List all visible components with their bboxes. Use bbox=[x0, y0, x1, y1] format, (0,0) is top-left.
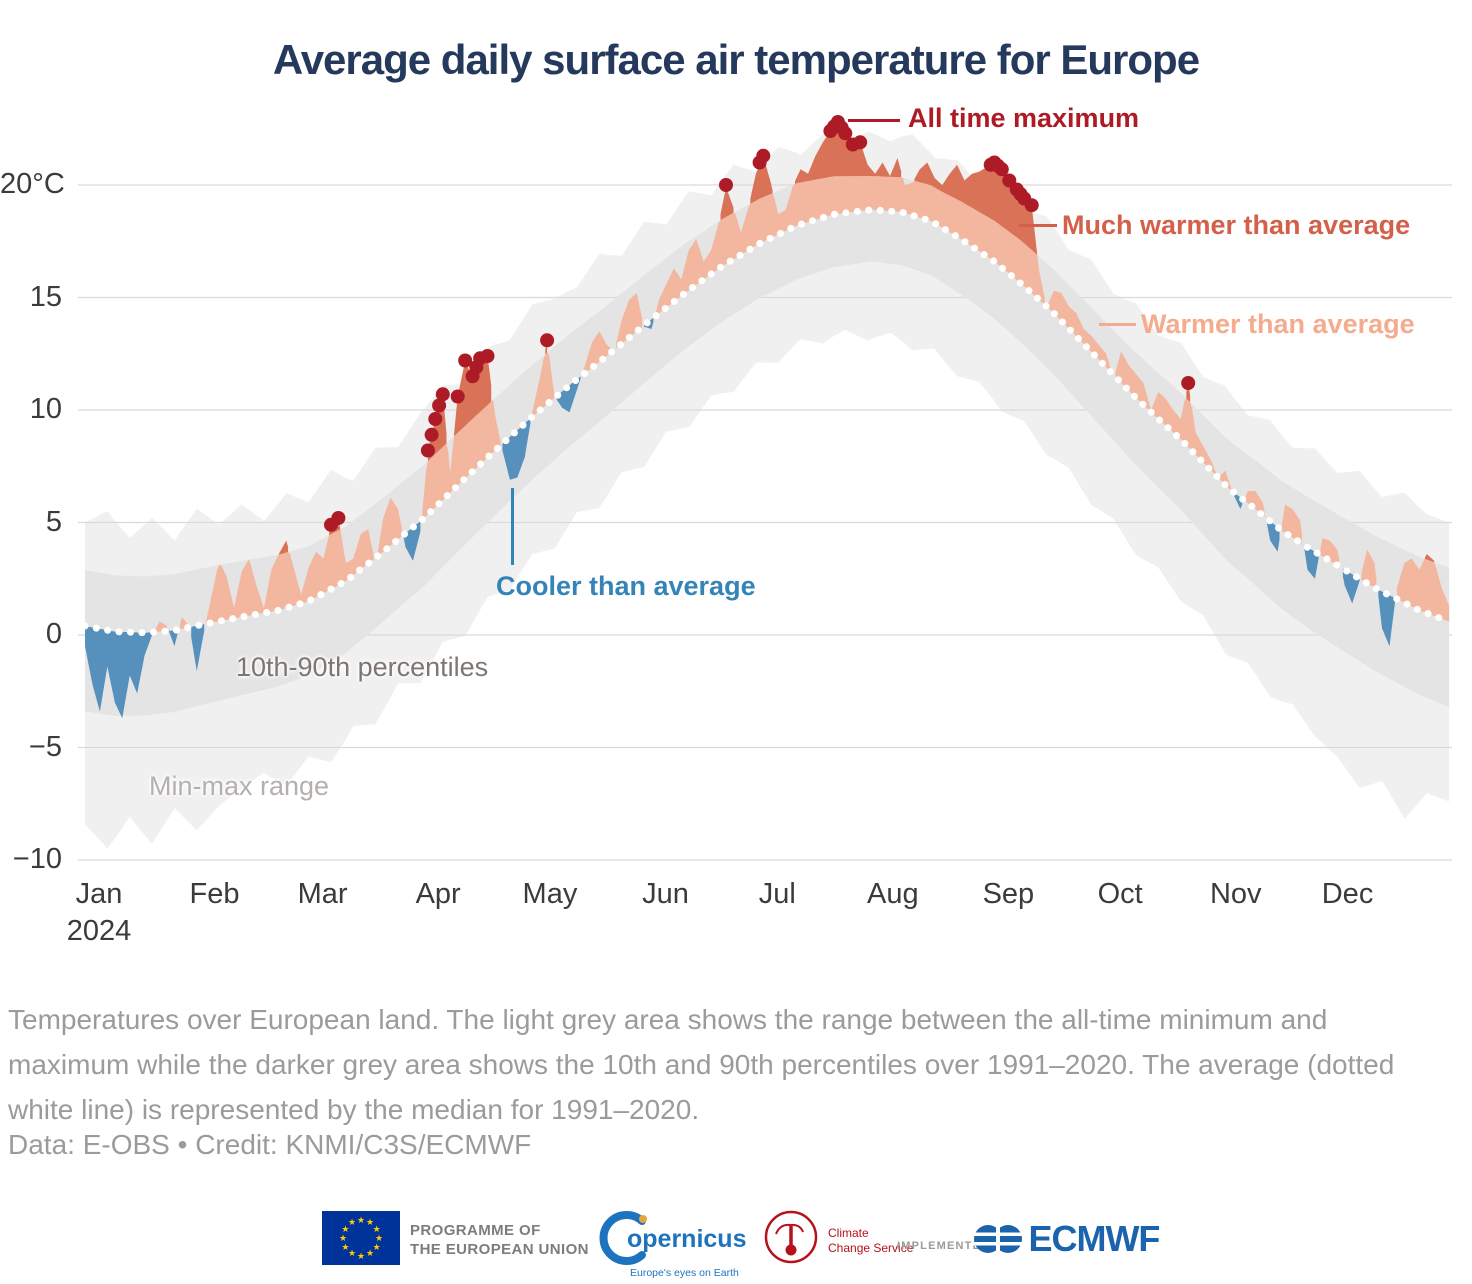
x-axis-year-label: 2024 bbox=[66, 915, 132, 947]
eu-flag-star-icon: ★ bbox=[372, 1241, 381, 1252]
copernicus-wordmark: opernicus bbox=[627, 1225, 746, 1253]
x-axis-month-label: Mar bbox=[297, 878, 348, 910]
x-axis-month-label: Jul bbox=[758, 878, 796, 910]
eu-flag-star-icon: ★ bbox=[372, 1223, 381, 1234]
eu-flag-star-icon: ★ bbox=[341, 1223, 350, 1234]
cooler-label: Cooler than average bbox=[496, 571, 756, 601]
x-axis-month-label: Jan bbox=[75, 878, 123, 910]
x-axis-month-label: Dec bbox=[1321, 878, 1374, 910]
percentiles-label: 10th-90th percentiles bbox=[236, 652, 489, 682]
percentile-band-area bbox=[85, 176, 1450, 716]
copernicus-logo-graphic: opernicus bbox=[599, 1211, 746, 1265]
warmer-leader-line bbox=[1099, 323, 1136, 326]
c3s-text-line: Change Service bbox=[828, 1241, 914, 1255]
all-time-max-dot bbox=[424, 427, 439, 442]
all-time-max-dot bbox=[428, 412, 443, 426]
y-axis-tick-label: −10 bbox=[12, 843, 62, 875]
ecmwf-wordmark: ECMWF bbox=[1028, 1218, 1160, 1259]
all-time-max-dot bbox=[420, 443, 435, 458]
eu-flag-star-icon: ★ bbox=[375, 1232, 384, 1243]
eu-programme-line: THE EUROPEAN UNION bbox=[410, 1241, 589, 1258]
caption-line: white line) is represented by the median… bbox=[8, 1094, 700, 1125]
all-time-max-dot bbox=[1024, 198, 1039, 213]
eu-flag-star-icon: ★ bbox=[366, 1248, 375, 1259]
ecmwf-logo: ECMWF bbox=[972, 1218, 1160, 1260]
all-time-max-dot bbox=[540, 333, 555, 348]
all-time-max-dot bbox=[458, 353, 473, 368]
median-dotted-line bbox=[81, 206, 1453, 637]
all-time-max-dot bbox=[1181, 376, 1196, 390]
copernicus-logo: opernicus Europe's eyes on Earth bbox=[596, 1206, 756, 1279]
all-time-max-dot bbox=[450, 389, 465, 404]
c3s-text-line: Climate bbox=[828, 1226, 869, 1240]
all-time-max-leader-line bbox=[848, 119, 900, 122]
much-warmer-leader-line bbox=[1019, 224, 1057, 227]
warmer-label: Warmer than average bbox=[1141, 309, 1415, 339]
x-axis-month-label: Oct bbox=[1097, 878, 1143, 910]
all-time-max-dot bbox=[331, 511, 346, 525]
all-time-max-dot bbox=[435, 387, 450, 402]
c3s-logo bbox=[762, 1208, 822, 1273]
c3s-text: Climate Change Service bbox=[828, 1226, 913, 1256]
copernicus-tagline: Europe's eyes on Earth bbox=[630, 1267, 739, 1279]
all-time-max-dot bbox=[719, 178, 733, 192]
eu-flag-star-icon: ★ bbox=[357, 1250, 366, 1261]
page-title: Average daily surface air temperature fo… bbox=[272, 36, 1200, 84]
ecmwf-logo-graphic bbox=[972, 1225, 1024, 1253]
caption-line: Temperatures over European land. The lig… bbox=[8, 1004, 1328, 1035]
eu-flag-star-icon: ★ bbox=[341, 1241, 350, 1252]
eu-flag-star-icon: ★ bbox=[357, 1214, 366, 1225]
all-time-max-dot bbox=[756, 148, 771, 163]
warmer-than-average-area bbox=[153, 176, 1450, 632]
caption: Temperatures over European land. The lig… bbox=[8, 997, 1458, 1132]
all-time-max-dot bbox=[432, 398, 447, 413]
y-axis-tick-label: 5 bbox=[45, 505, 62, 538]
x-axis-month-label: Nov bbox=[1209, 878, 1262, 910]
y-axis-tick-label: 10 bbox=[29, 393, 62, 425]
minmax-label: Min-max range bbox=[149, 771, 330, 801]
all-time-max-dot bbox=[994, 162, 1009, 177]
x-axis-month-label: Aug bbox=[867, 878, 919, 910]
all-time-max-dot bbox=[853, 135, 868, 150]
minmax-range-area bbox=[85, 131, 1450, 849]
x-axis-month-label: Sep bbox=[982, 878, 1035, 910]
eu-flag-star-icon: ★ bbox=[348, 1248, 357, 1259]
cooler-leader-line bbox=[511, 488, 514, 565]
eu-flag-star-icon: ★ bbox=[366, 1216, 375, 1227]
y-axis-tick-label: 0 bbox=[45, 618, 62, 650]
x-axis-month-label: Jun bbox=[642, 878, 689, 910]
x-axis-month-label: Feb bbox=[189, 878, 240, 910]
x-axis-month-label: Apr bbox=[415, 878, 461, 910]
all-time-max-label: All time maximum bbox=[908, 103, 1140, 133]
caption-line: maximum while the darker grey area shows… bbox=[8, 1049, 1395, 1080]
temperature-chart bbox=[78, 115, 1453, 861]
c3s-logo-graphic bbox=[764, 1210, 818, 1264]
eu-flag-star-icon: ★ bbox=[339, 1232, 348, 1243]
all-time-max-dot bbox=[480, 349, 495, 363]
y-axis-tick-label: −5 bbox=[28, 730, 62, 763]
credit-line: Data: E-OBS • Credit: KNMI/C3S/ECMWF bbox=[8, 1129, 532, 1160]
much-warmer-label: Much warmer than average bbox=[1062, 210, 1411, 240]
eu-programme-text: PROGRAMME OF THE EUROPEAN UNION bbox=[410, 1221, 589, 1259]
y-axis-tick-label: 20°C bbox=[0, 168, 65, 200]
all-time-max-dot bbox=[838, 126, 853, 141]
eu-programme-line: PROGRAMME OF bbox=[410, 1222, 541, 1239]
y-axis-tick-label: 15 bbox=[29, 280, 62, 313]
eu-flag-logo: ★ ★ ★ ★ ★ ★ ★ ★ ★ ★ ★ ★ bbox=[322, 1211, 400, 1265]
x-axis-month-label: May bbox=[522, 878, 578, 910]
eu-flag-star-icon: ★ bbox=[348, 1216, 357, 1227]
